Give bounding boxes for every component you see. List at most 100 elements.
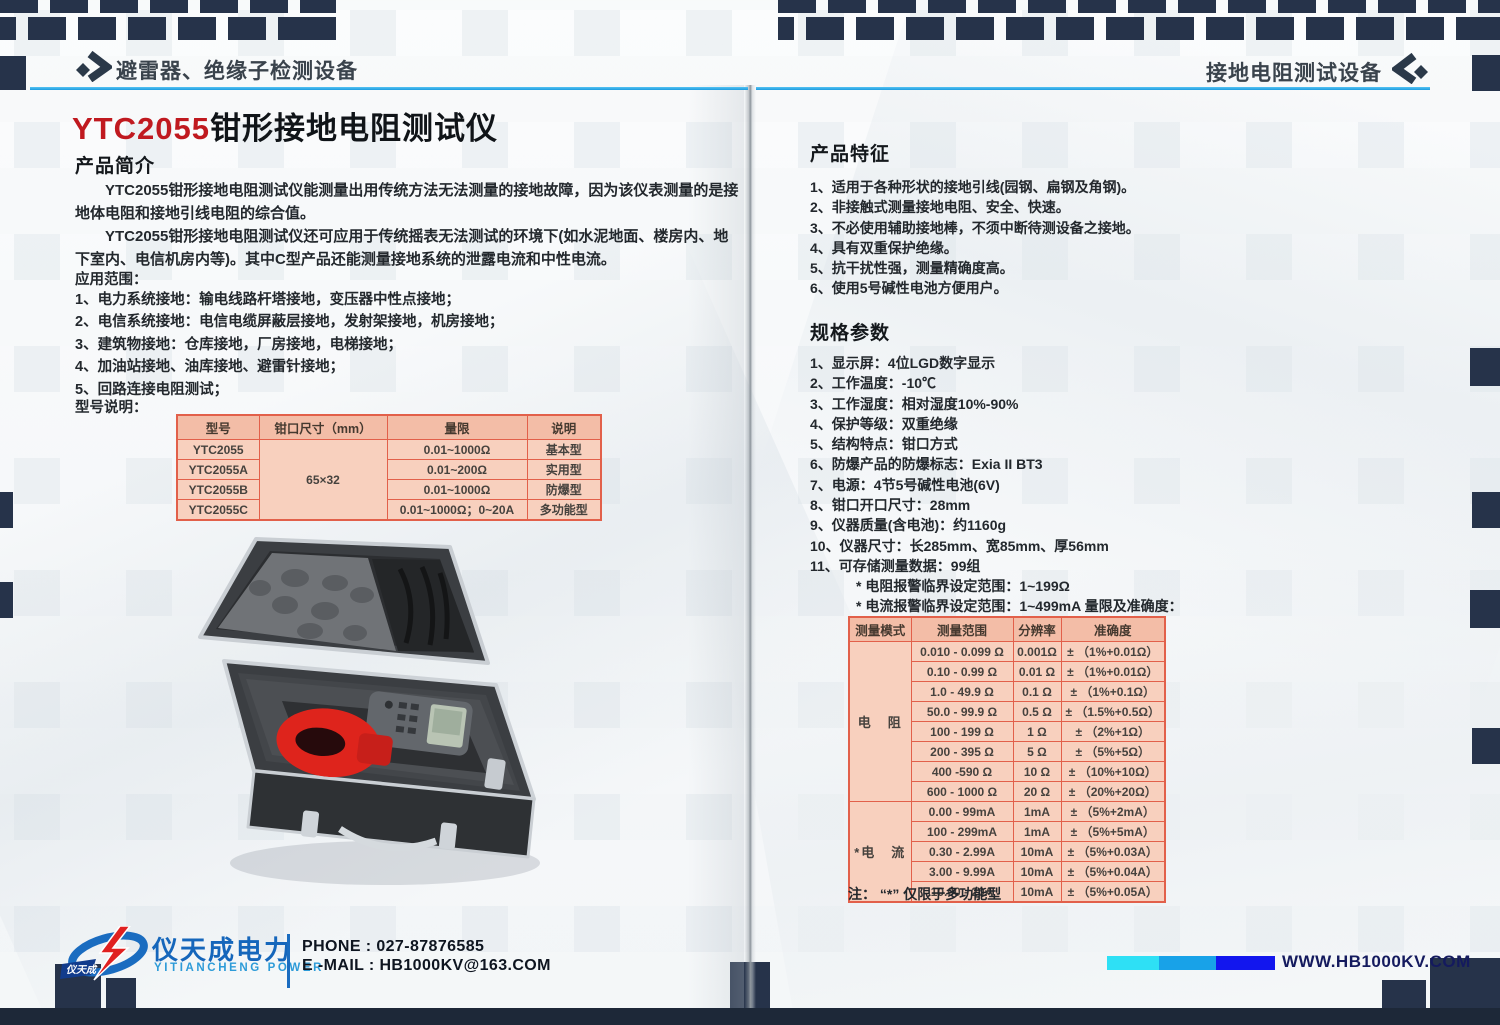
header-rule-left: [30, 87, 748, 90]
table-cell: 10mA: [1012, 881, 1062, 903]
table-row: 10.00 - 20A 10mA ± （5%+0.05A）: [849, 881, 1166, 903]
table-row: YTC2055A 0.01~200Ω 实用型: [176, 459, 602, 480]
table-cell: 100 - 199 Ω: [910, 721, 1014, 742]
table-cell: ± （5%+0.03A）: [1060, 841, 1166, 862]
bottom-navy-bar: [0, 1008, 1500, 1025]
list-item: 1、显示屏：4位LGD数字显示: [810, 355, 996, 371]
table-row: YTC2055 65×32 0.01~1000Ω 基本型: [176, 439, 602, 521]
company-name-en: YITIANCHENG POWER: [154, 962, 325, 974]
table-header-cell: 说明: [526, 414, 602, 440]
accuracy-table-note: 注： “*” 仅限于多功能型: [848, 886, 1002, 902]
table-cell: 50.0 - 99.9 Ω: [910, 701, 1014, 722]
list-item: 1、电力系统接地：输电线路杆塔接地，变压器中性点接地；: [75, 292, 461, 308]
table-cell: 1mA: [1012, 821, 1062, 842]
website-url: WWW.HB1000KV.COM: [1282, 952, 1471, 971]
phone-number: PHONE : 027-87876585: [302, 938, 485, 955]
table-header-cell: 型号: [176, 414, 260, 440]
table-row: YTC2055C 0.01~1000Ω；0~20A 多功能型: [176, 499, 602, 521]
table-row: 600 - 1000 Ω 20 Ω ± （20%+20Ω）: [849, 781, 1166, 802]
table-cell: 10.00 - 20A: [910, 881, 1014, 903]
table-cell: 5 Ω: [1012, 741, 1062, 762]
list-item: 2、非接触式测量接地电阻、安全、快速。: [810, 199, 1070, 216]
specs-heading: 规格参数: [810, 323, 891, 344]
table-cell: 0.01~1000Ω；0~20A: [386, 499, 528, 521]
list-item: 6、使用5号碱性电池方便用户。: [810, 280, 1008, 297]
list-item: 8、钳口开口尺寸：28mm: [810, 497, 971, 514]
table-cell: 1mA: [1012, 801, 1062, 822]
table-cell: 200 - 395 Ω: [910, 741, 1014, 762]
table-row: 0.10 - 0.99 Ω 0.01 Ω ± （1%+0.01Ω）: [849, 661, 1166, 682]
table-header-cell: 钳口尺寸（mm）: [258, 414, 388, 440]
model-label: 型号说明：: [75, 400, 148, 416]
table-row: *电 流 0.00 - 99mA 1mA ± （5%+2mA）: [848, 801, 1166, 903]
table-cell: 防爆型: [526, 479, 602, 500]
table-cell: 0.10 - 0.99 Ω: [910, 661, 1014, 682]
spec-note-current: * 电流报警临界设定范围：1~499mA 量限及准确度：: [856, 598, 1183, 614]
table-header-cell: 分辨率: [1012, 616, 1062, 642]
list-item: 2、电信系统接地：电信电缆屏蔽层接地，发射架接地，机房接地；: [75, 314, 504, 331]
right-page-header: 接地电阻测试设备: [1206, 62, 1382, 85]
intro-paragraphs: YTC2055钳形接地电阻测试仪能测量出用传统方法无法测量的接地故障，因为该仪表…: [75, 179, 739, 271]
features-list: 1、适用于各种形状的接地引线(园钢、扁钢及角钢)。 2、非接触式测量接地电阻、安全…: [810, 177, 1140, 299]
list-item: 1、适用于各种形状的接地引线(园钢、扁钢及角钢)。: [810, 179, 1136, 195]
frame-square: [1470, 348, 1500, 386]
email-address: E -MAIL : HB1000KV@163.COM: [302, 957, 551, 974]
product-name: 钳形接地电阻测试仪: [209, 111, 498, 146]
table-cell: ± （5%+0.04A）: [1060, 861, 1166, 882]
table-cell: 0.01~1000Ω: [386, 479, 528, 500]
page-fold-shadow: [688, 85, 744, 1008]
company-logo: 仪天成: [60, 926, 148, 981]
table-row: 400 -590 Ω 10 Ω ± （10%+10Ω）: [849, 761, 1166, 782]
table-cell: 0.5 Ω: [1012, 701, 1062, 722]
list-item: 10、仪器尺寸：长285mm、宽85mm、厚56mm: [810, 537, 1109, 554]
list-item: 4、具有双重保护绝缘。: [810, 239, 958, 256]
page-fold: [744, 85, 756, 1008]
color-bar-blue: [1159, 956, 1216, 970]
table-cell: 600 - 1000 Ω: [910, 781, 1014, 802]
list-item: 3、不必使用辅助接地棒，不须中断待测设备之接地。: [810, 219, 1140, 236]
double-chevron-right-icon: [76, 50, 112, 82]
table-cell: 10mA: [1012, 861, 1062, 882]
color-bar-deep-blue: [1216, 956, 1275, 970]
left-page-header: 避雷器、绝缘子检测设备: [116, 60, 358, 83]
table-cell: 0.01~200Ω: [386, 459, 528, 480]
list-item: 5、抗干扰性强，测量精确度高。: [810, 260, 1014, 277]
table-cell: 0.30 - 2.99A: [910, 841, 1014, 862]
frame-square: [1472, 55, 1500, 91]
table-cell: 1 Ω: [1012, 721, 1062, 742]
table-cell: ± （20%+20Ω）: [1060, 781, 1166, 802]
table-cell: ± （5%+5mA）: [1060, 821, 1166, 842]
table-cell: 10 Ω: [1012, 761, 1062, 782]
table-cell: ± （1%+0.01Ω）: [1060, 661, 1166, 682]
svg-text:仪天成: 仪天成: [66, 964, 98, 976]
footer-divider: [287, 934, 290, 988]
table-cell: 0.01 Ω: [1012, 661, 1062, 682]
table-cell: 10mA: [1012, 841, 1062, 862]
table-cell: 实用型: [526, 459, 602, 480]
table-cell: YTC2055A: [176, 459, 260, 480]
table-cell: 20 Ω: [1012, 781, 1062, 802]
page-title: YTC2055钳形接地电阻测试仪: [72, 103, 498, 148]
list-item: 3、工作湿度：相对湿度10%-90%: [810, 395, 1019, 412]
table-cell: ± （1%+0.01Ω）: [1060, 641, 1166, 662]
table-header-cell: 量限: [386, 414, 528, 440]
list-item: 4、加油站接地、油库接地、避雷针接地；: [75, 359, 345, 376]
table-cell: YTC2055C: [176, 499, 260, 521]
list-item: 3、建筑物接地：仓库接地，厂房接地，电梯接地；: [75, 336, 403, 353]
table-cell: YTC2055: [176, 439, 260, 460]
table-cell: ± （5%+2mA）: [1060, 801, 1166, 822]
measure-mode-cell: 电 阻: [848, 641, 912, 802]
product-model: YTC2055: [72, 111, 210, 146]
features-heading: 产品特征: [810, 144, 891, 165]
list-item: 5、回路连接电阻测试；: [75, 381, 229, 398]
specs-list: 1、显示屏：4位LGD数字显示 2、工作温度：-10℃ 3、工作湿度：相对湿度10%…: [810, 353, 1109, 576]
model-table: 型号 钳口尺寸（mm） 量限 说明 YTC2055 65×32 0.01~1000Ω 基本型…: [176, 414, 602, 521]
intro-heading: 产品简介: [75, 156, 156, 177]
frame-square: [0, 492, 13, 528]
list-item: 5、结构特点：钳口方式: [810, 436, 958, 453]
company-name-cn: 仪天成电力: [152, 935, 293, 965]
list-item: 2、工作温度：-10℃: [810, 375, 937, 392]
table-cell: 0.001Ω: [1012, 641, 1062, 662]
header-rule-right: [756, 87, 1430, 90]
table-header-cell: 准确度: [1060, 616, 1166, 642]
